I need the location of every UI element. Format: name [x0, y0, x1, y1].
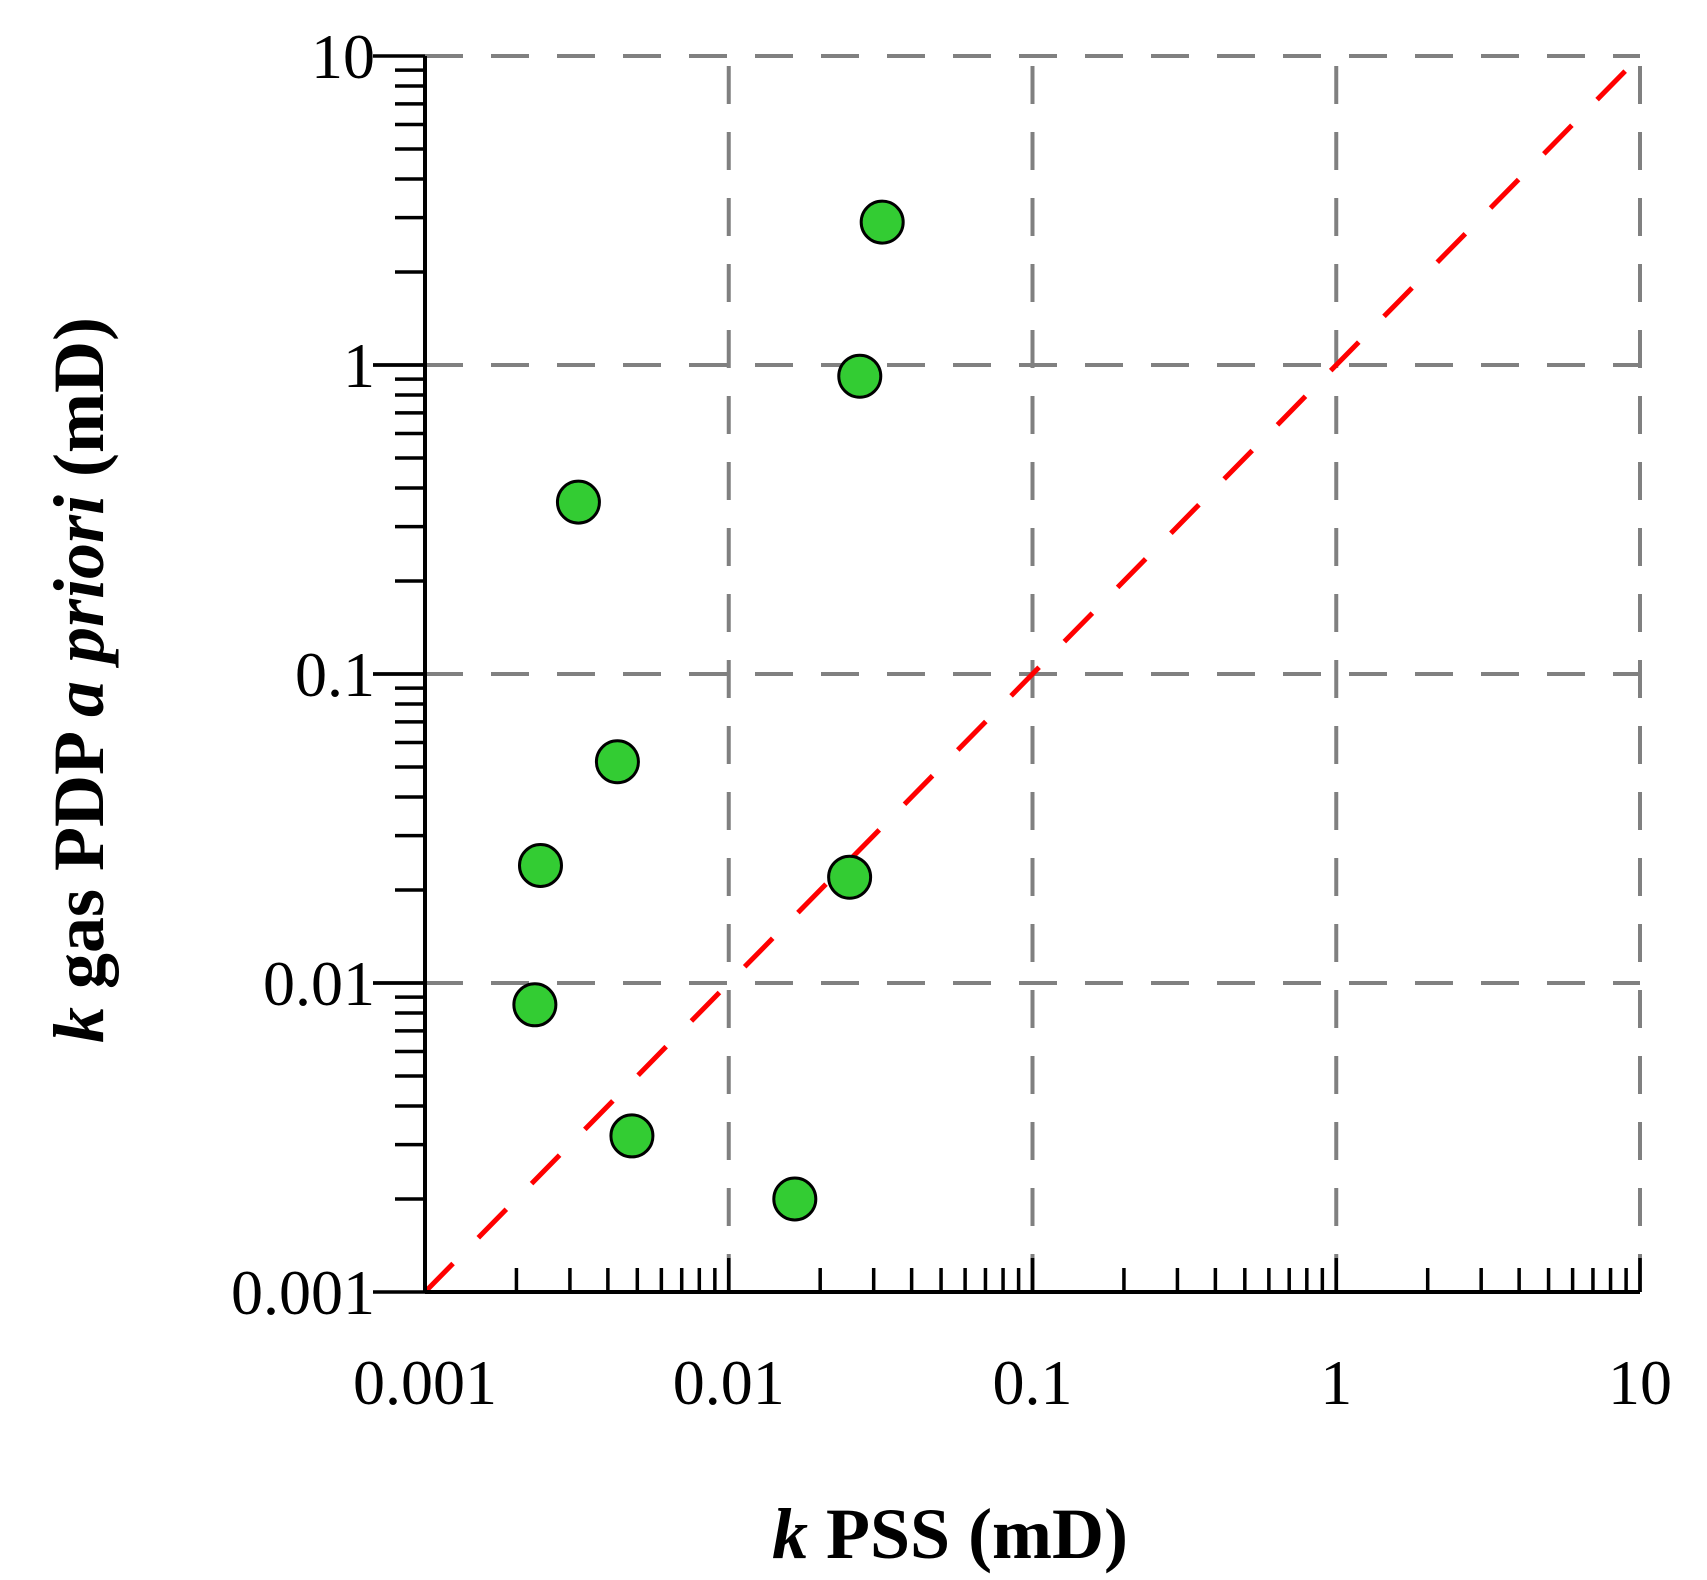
- y-tick-label: 0.01: [263, 948, 375, 1019]
- y-tick-label: 0.1: [295, 639, 375, 710]
- x-tick-label: 0.001: [353, 1347, 497, 1418]
- data-point: [594, 739, 640, 785]
- data-points: [512, 199, 905, 1222]
- reference-line-1to1: [423, 54, 1642, 1294]
- data-point: [555, 479, 601, 525]
- y-tick-label: 10: [311, 21, 375, 92]
- reference-line-layer: [423, 54, 1642, 1294]
- data-point: [859, 199, 905, 245]
- data-point: [517, 843, 563, 889]
- y-axis-title-gas: gas PDP: [39, 717, 119, 1007]
- data-point: [772, 1176, 818, 1222]
- data-point: [512, 982, 558, 1028]
- y-tick-label: 0.001: [231, 1257, 375, 1328]
- x-axis-title-k: k: [772, 1494, 808, 1574]
- data-point: [837, 353, 883, 399]
- x-tick-label: 0.1: [993, 1347, 1073, 1418]
- ticks: 0.001 0.01 0.1 1 10 0.001 0.01 0.1 1 10: [231, 21, 1672, 1418]
- x-axis-title: k PSS (mD): [772, 1494, 1128, 1574]
- x-axis-title-rest: PSS (mD): [808, 1494, 1128, 1574]
- y-axis-title-k: k: [39, 1007, 119, 1043]
- y-axis-title-apriori: a priori: [39, 495, 119, 717]
- x-tick-label: 0.01: [673, 1347, 785, 1418]
- y-axis-title-unit: (mD): [39, 317, 119, 495]
- data-point: [609, 1113, 655, 1159]
- y-axis-title: k gas PDP a priori (mD): [39, 317, 119, 1043]
- data-point: [827, 854, 873, 900]
- x-tick-label: 10: [1608, 1347, 1672, 1418]
- x-tick-label: 1: [1320, 1347, 1352, 1418]
- y-tick-label: 1: [343, 330, 375, 401]
